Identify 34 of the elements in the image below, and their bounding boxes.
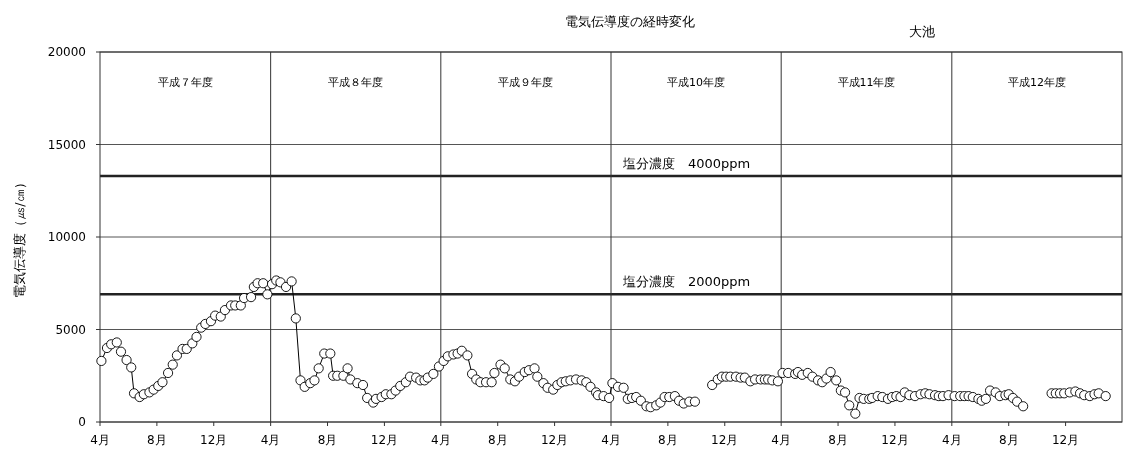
x-tick-label: 8月 <box>147 433 167 447</box>
x-tick-label: 12月 <box>200 433 228 447</box>
x-tick-label: 12月 <box>881 433 909 447</box>
y-axis-title: 電気伝導度（㎲/㎝） <box>12 176 27 298</box>
x-tick-label: 12月 <box>370 433 399 447</box>
x-tick-label: 4月 <box>260 433 281 447</box>
x-tick-label: 8月 <box>487 433 508 447</box>
annotation: 平成８年度 <box>328 76 384 89</box>
x-tick-label: 12月 <box>540 433 569 447</box>
x-tick-label: 8月 <box>658 433 678 447</box>
chart-title: 電気伝導度の経時変化 <box>565 14 695 29</box>
ref-line-label: 塩分濃度 4000ppm <box>622 155 751 171</box>
y-tick-label: 15000 <box>47 137 86 152</box>
y-tick-label: 10000 <box>47 230 86 244</box>
annotation: 平成12年度 <box>1007 76 1066 89</box>
ref-line-label: 塩分濃度 2000ppm <box>622 274 751 290</box>
x-tick-label: 4月 <box>431 433 451 447</box>
x-tick-label: 4月 <box>771 433 791 447</box>
y-tick-label: 5000 <box>55 322 86 337</box>
y-tick-label: 0 <box>78 415 86 429</box>
chart-subtitle: 大池 <box>909 24 935 39</box>
x-tick-label: 8月 <box>828 433 848 447</box>
x-tick-label: 4月 <box>90 433 110 447</box>
x-tick-label: 4月 <box>942 433 962 447</box>
x-tick-label: 12月 <box>711 433 739 447</box>
x-tick-label: 8月 <box>317 433 338 447</box>
annotation: 平成11年度 <box>837 76 896 89</box>
x-tick-label: 8月 <box>998 433 1019 447</box>
annotation: 平成９年度 <box>498 76 554 89</box>
annotation: 平成７年度 <box>157 76 213 89</box>
annotation: 平成10年度 <box>667 76 726 89</box>
x-tick-label: 4月 <box>601 433 621 447</box>
x-tick-label: 12月 <box>1051 433 1080 447</box>
y-tick-label: 20000 <box>47 45 86 59</box>
